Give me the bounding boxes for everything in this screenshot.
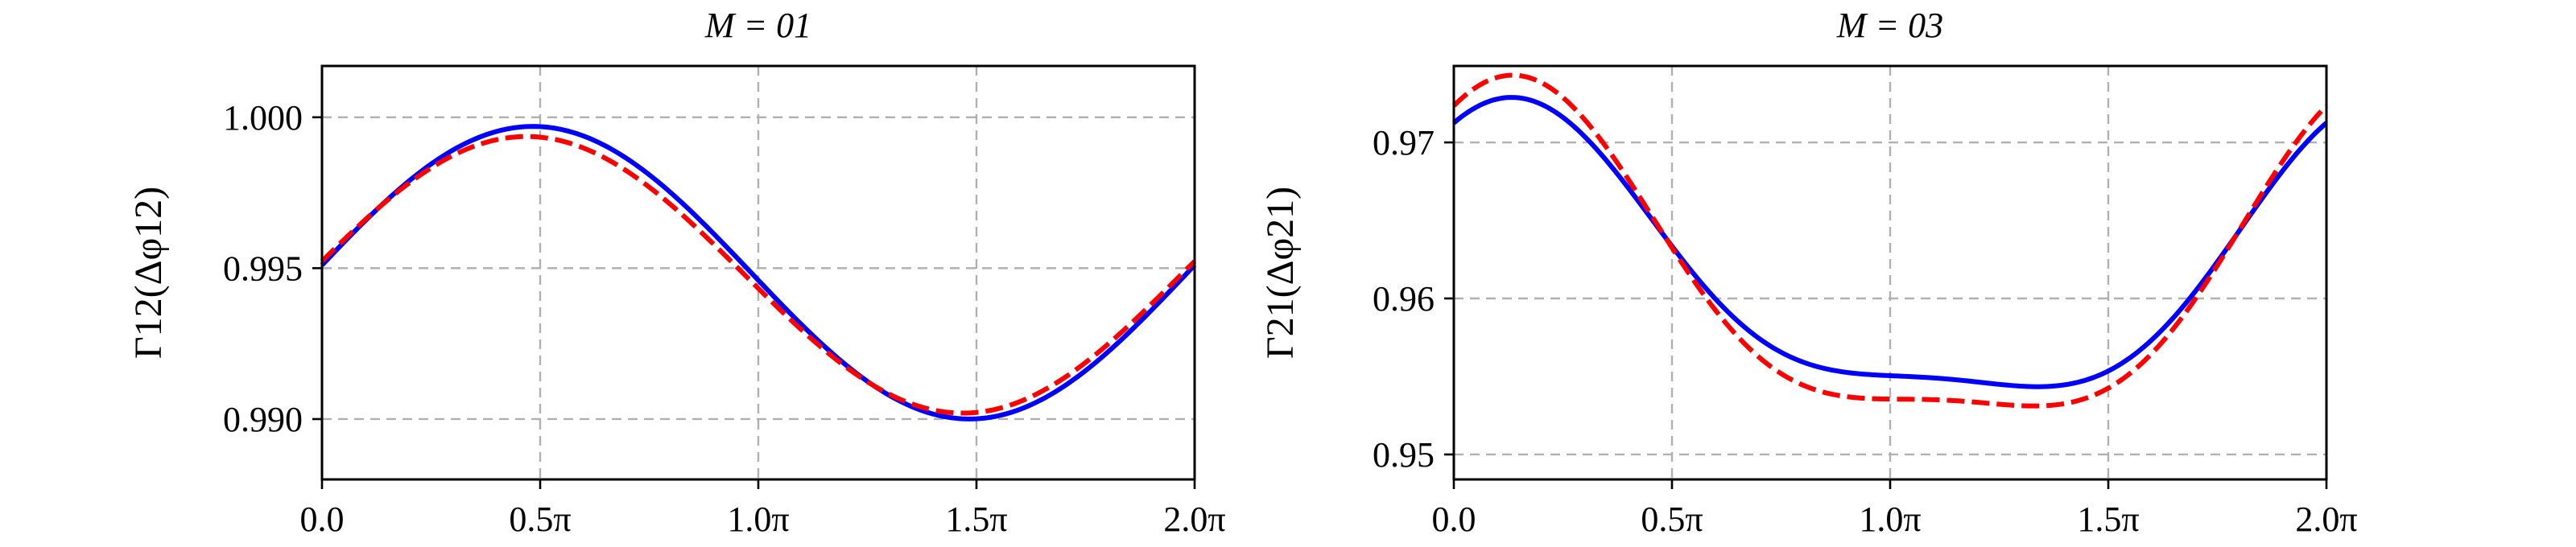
series-line-dashed-red — [320, 134, 1197, 416]
series-line-solid-blue — [1452, 95, 2328, 389]
x-tick-label: 1.5π — [2077, 500, 2139, 539]
x-tick-label: 1.5π — [945, 500, 1007, 539]
y-tick-label: 0.995 — [223, 249, 303, 288]
series-line-solid-blue — [320, 124, 1197, 422]
y-tick-label: 0.97 — [1373, 123, 1435, 162]
chart-panel-m03: M = 03 0.0 0.5π 1.0π 1.5π 2.0π 0.95 0.96 0.97 Γ21… — [1259, 6, 2358, 539]
x-tick-label: 0.5π — [1641, 500, 1703, 539]
plot-frame — [320, 64, 1196, 481]
y-tick-label: 1.000 — [223, 98, 303, 138]
series-line-dashed-red — [1451, 72, 2329, 409]
x-tick-label: 2.0π — [2295, 500, 2357, 539]
y-axis-label: Γ12(Δφ12) — [127, 187, 170, 359]
chart-title: M = 03 — [1836, 6, 1943, 45]
chart-panel-m01: M = 01 0.0 0.5π 1.0π 1.5π 2.0π 0.990 0.995 1.000… — [127, 6, 1226, 539]
x-tick-label: 1.0π — [1859, 500, 1921, 539]
x-tick-label: 1.0π — [727, 500, 789, 539]
x-tick-label: 0.5π — [509, 500, 571, 539]
y-tick-label: 0.990 — [223, 400, 303, 439]
x-tick-label: 0.0 — [1432, 500, 1476, 539]
y-axis-label: Γ21(Δφ21) — [1259, 187, 1302, 359]
chart-title: M = 01 — [704, 6, 811, 45]
plot-frame — [1452, 64, 2328, 481]
x-tick-label: 0.0 — [300, 500, 345, 539]
x-tick-label: 2.0π — [1163, 500, 1225, 539]
y-tick-label: 0.95 — [1373, 435, 1435, 475]
y-tick-label: 0.96 — [1373, 279, 1435, 319]
